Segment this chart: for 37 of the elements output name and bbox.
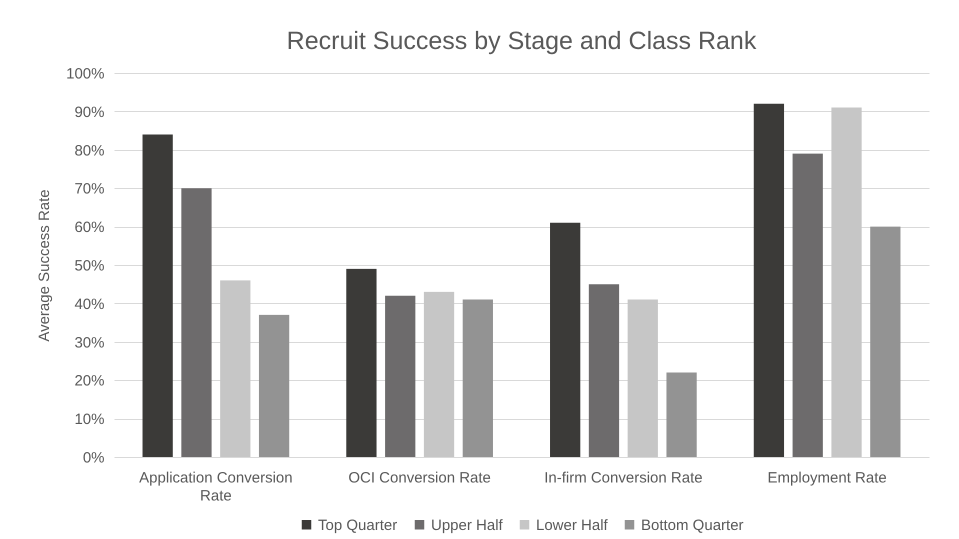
bar	[462, 300, 493, 457]
y-tick-label: 40%	[74, 296, 104, 313]
bar	[258, 314, 290, 457]
bar	[142, 134, 173, 457]
y-tick-label: 50%	[74, 258, 104, 274]
y-tick-label: 10%	[74, 411, 104, 428]
legend-label: Bottom Quarter	[641, 516, 744, 534]
bar	[424, 292, 454, 457]
y-tick-label: 20%	[74, 372, 104, 390]
y-tick-label: 90%	[74, 104, 104, 121]
y-tick-label: 100%	[66, 66, 104, 82]
bar	[628, 300, 658, 457]
x-tick-label: Application Conversion Rate	[139, 470, 293, 504]
y-tick-label: 70%	[74, 180, 104, 198]
bar	[346, 268, 377, 457]
bar	[754, 104, 784, 457]
bar	[588, 284, 620, 457]
bar	[550, 222, 580, 457]
y-axis-title: Average Success Rate	[36, 189, 54, 342]
bar	[870, 226, 900, 457]
y-tick-label: 30%	[74, 334, 104, 352]
chart-title: Recruit Success by Stage and Class Rank	[286, 27, 757, 55]
y-tick-label: 0%	[82, 450, 104, 466]
bar	[181, 188, 212, 457]
x-tick-label: OCI Conversion Rate	[348, 470, 491, 486]
bar	[666, 372, 697, 457]
x-tick-label: In-firm Conversion Rate	[544, 470, 703, 486]
legend-label: Upper Half	[431, 516, 504, 534]
bar	[792, 154, 823, 457]
legend-label: Top Quarter	[318, 516, 398, 534]
x-tick-label: Employment Rate	[768, 470, 887, 486]
bar	[220, 280, 250, 457]
legend-label: Lower Half	[536, 516, 609, 534]
y-tick-label: 80%	[74, 142, 104, 160]
bar	[385, 296, 416, 457]
bar	[831, 108, 862, 457]
y-tick-label: 60%	[74, 219, 104, 236]
